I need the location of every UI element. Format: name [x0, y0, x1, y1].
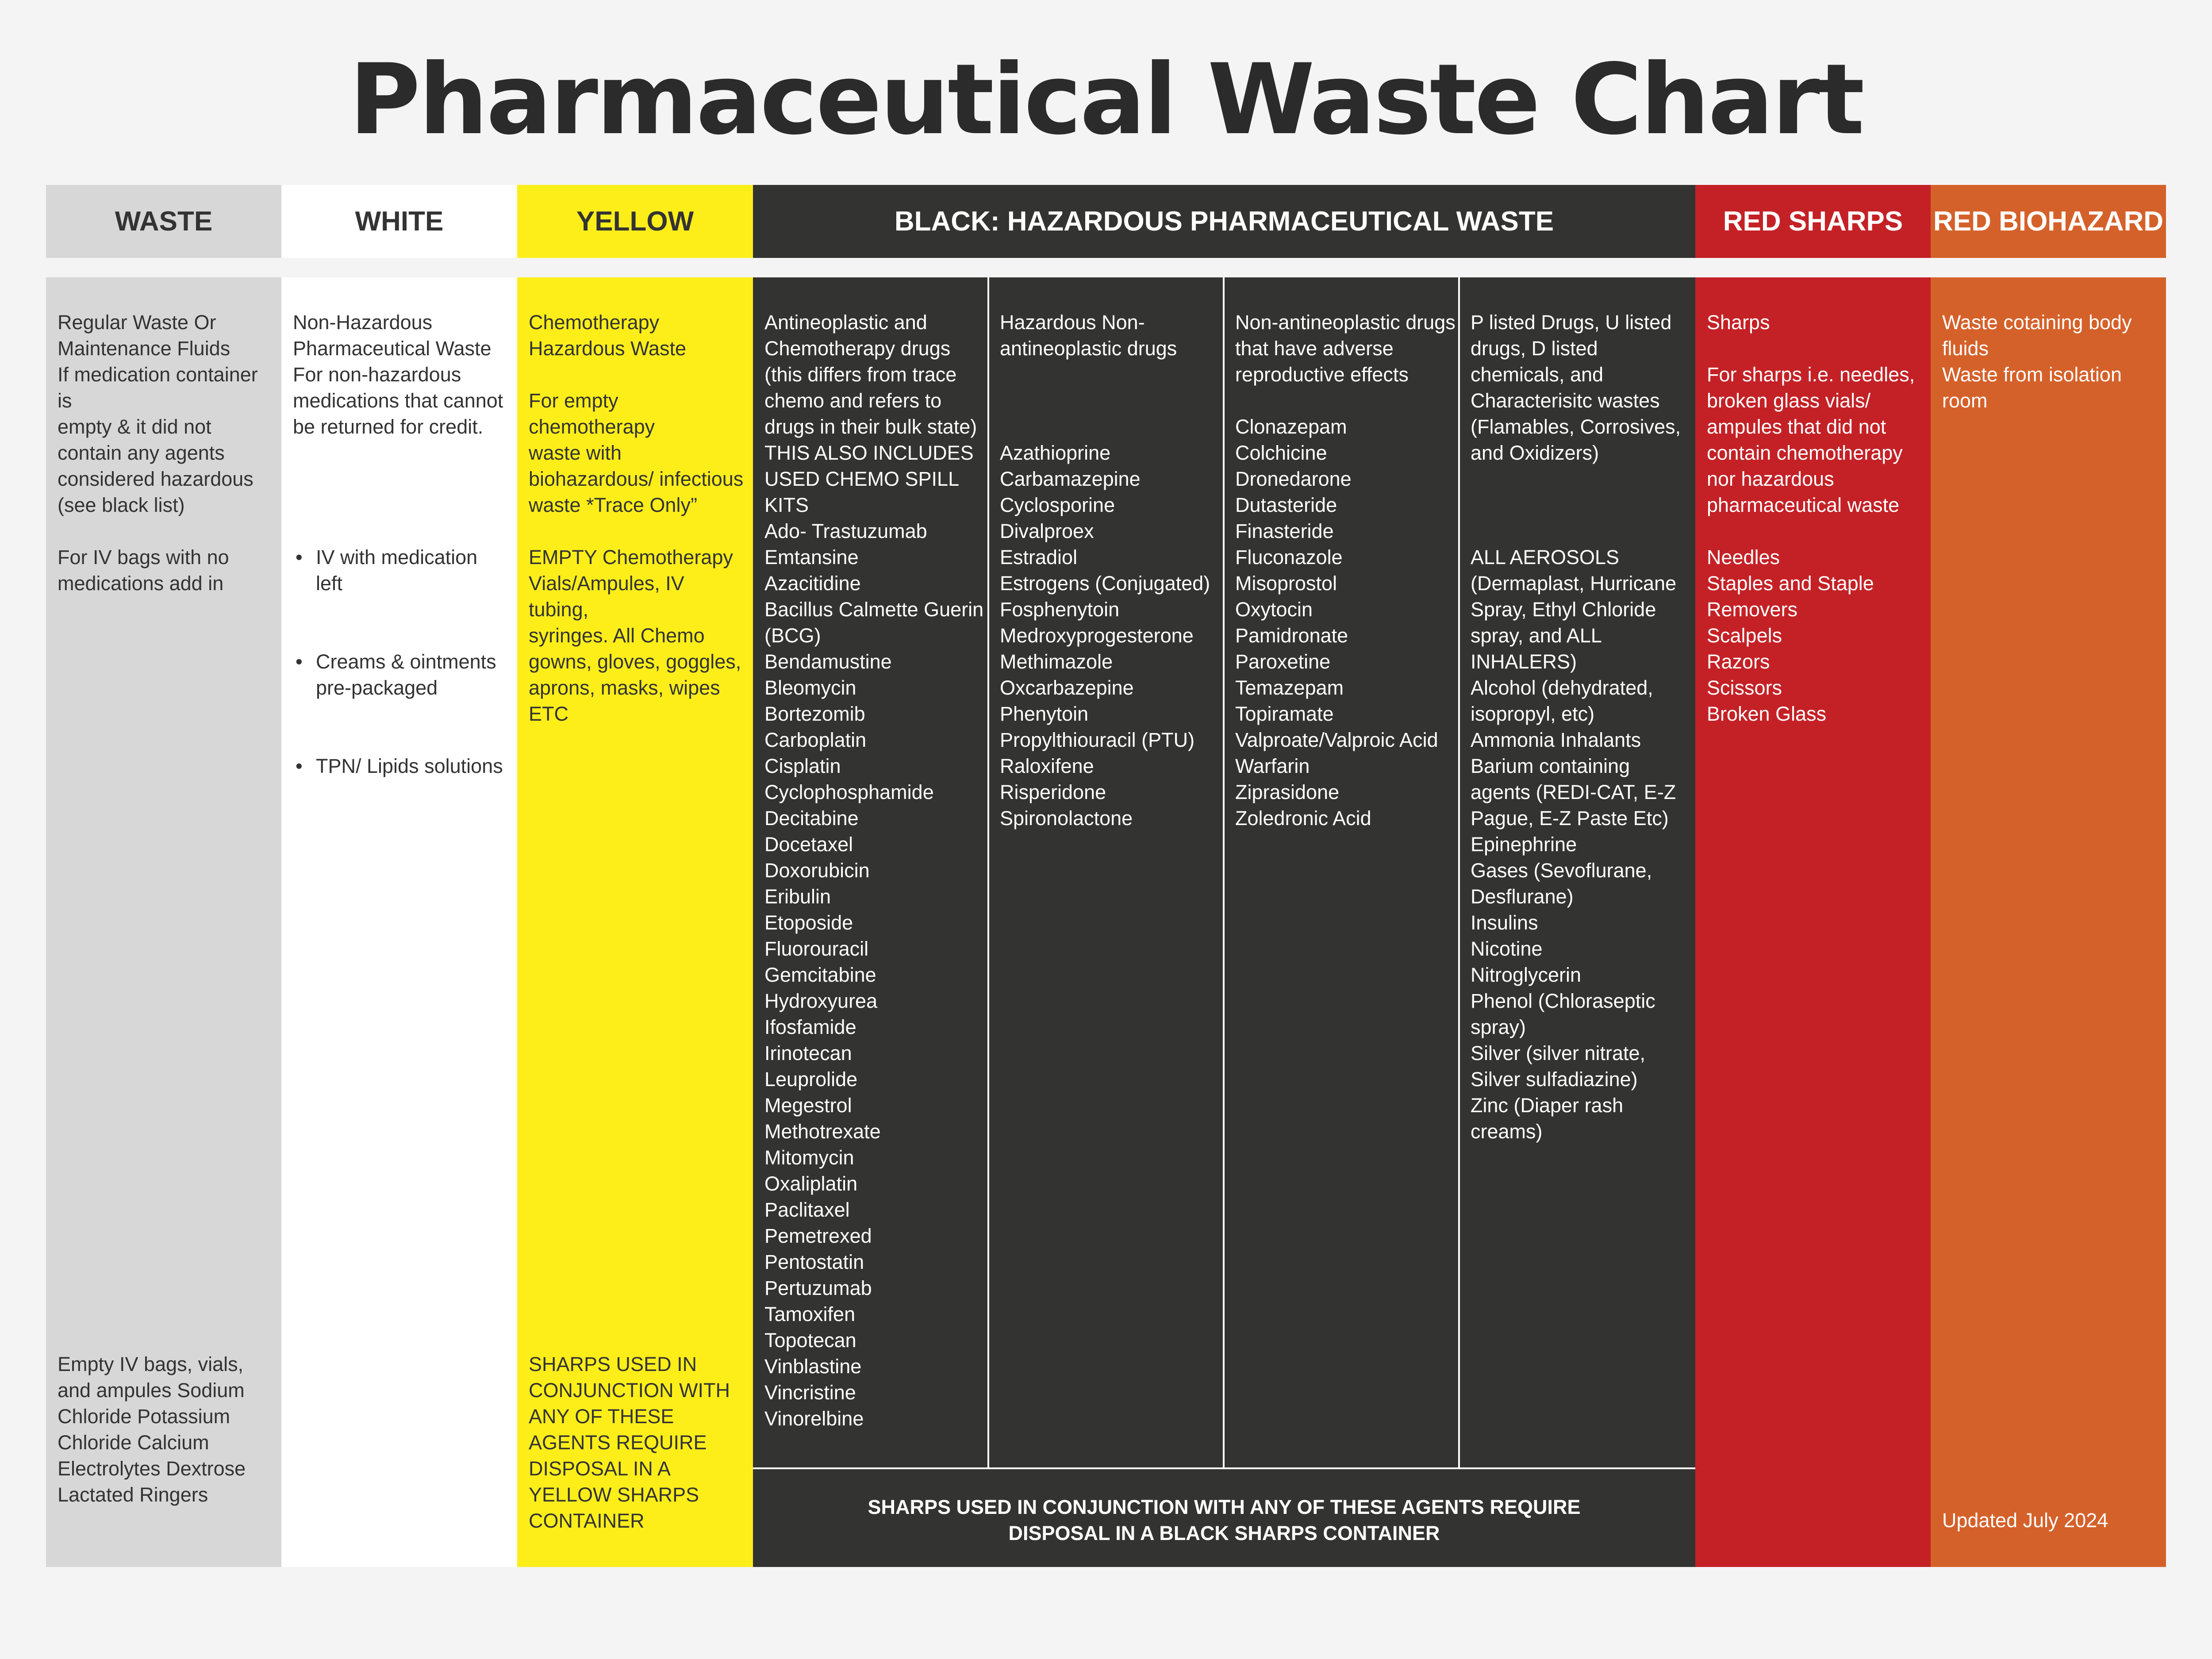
header-waste: WASTE: [46, 185, 281, 258]
page-title: Pharmaceutical Waste Chart: [349, 43, 1865, 156]
red-sharps-column: Sharps For sharps i.e. needles, broken g…: [1695, 277, 1931, 1567]
black-hazardous-non-antineoplastic-list: Hazardous Non- antineoplastic drugs Azat…: [1000, 311, 1210, 830]
black-column-divider: [987, 277, 989, 1467]
list-item: Creams & ointments pre-packaged: [293, 649, 508, 701]
yellow-description: Chemotherapy Hazardous Waste For empty c…: [529, 311, 744, 725]
list-item: IV with medication left: [293, 544, 508, 596]
waste-column: Regular Waste Or Maintenance Fluids If m…: [46, 277, 281, 1567]
red-biohazard-description: Waste cotaining body fluids Waste from i…: [1942, 311, 2132, 412]
header-red-sharps: RED SHARPS: [1695, 185, 1931, 258]
list-item: TPN/ Lipids solutions: [293, 753, 508, 779]
red-biohazard-column: Waste cotaining body fluids Waste from i…: [1931, 277, 2166, 1567]
black-footer-divider: [753, 1467, 1695, 1469]
black-reproductive-effects-list: Non-antineoplastic drugs that have adver…: [1235, 311, 1455, 830]
header-red-biohazard: RED BIOHAZARD: [1931, 185, 2166, 258]
white-examples-list: IV with medication left Creams & ointmen…: [293, 492, 508, 831]
yellow-sharps-note: SHARPS USED IN CONJUNCTION WITH ANY OF T…: [529, 1353, 730, 1532]
black-listed-drugs-list: P listed Drugs, U listed drugs, D listed…: [1471, 311, 1681, 1143]
waste-description: Regular Waste Or Maintenance Fluids If m…: [58, 311, 258, 595]
white-description: Non-Hazardous Pharmaceutical Waste For n…: [293, 311, 503, 438]
yellow-column: Chemotherapy Hazardous Waste For empty c…: [517, 277, 753, 1567]
red-sharps-description: Sharps For sharps i.e. needles, broken g…: [1707, 311, 1915, 725]
black-column-divider: [1458, 277, 1460, 1467]
black-antineoplastic-list: Antineoplastic and Chemotherapy drugs (t…: [764, 311, 984, 1430]
white-column: Non-Hazardous Pharmaceutical Waste For n…: [281, 277, 517, 1567]
header-white: WHITE: [281, 185, 517, 258]
header-black: BLACK: HAZARDOUS PHARMACEUTICAL WASTE: [753, 185, 1695, 258]
black-sharps-note: SHARPS USED IN CONJUNCTION WITH ANY OF T…: [868, 1496, 1581, 1544]
waste-iv-examples: Empty IV bags, vials, and ampules Sodium…: [58, 1353, 246, 1506]
header-yellow: YELLOW: [517, 185, 753, 258]
updated-date: Updated July 2024: [1942, 1509, 2108, 1532]
black-column-divider: [1223, 277, 1225, 1467]
